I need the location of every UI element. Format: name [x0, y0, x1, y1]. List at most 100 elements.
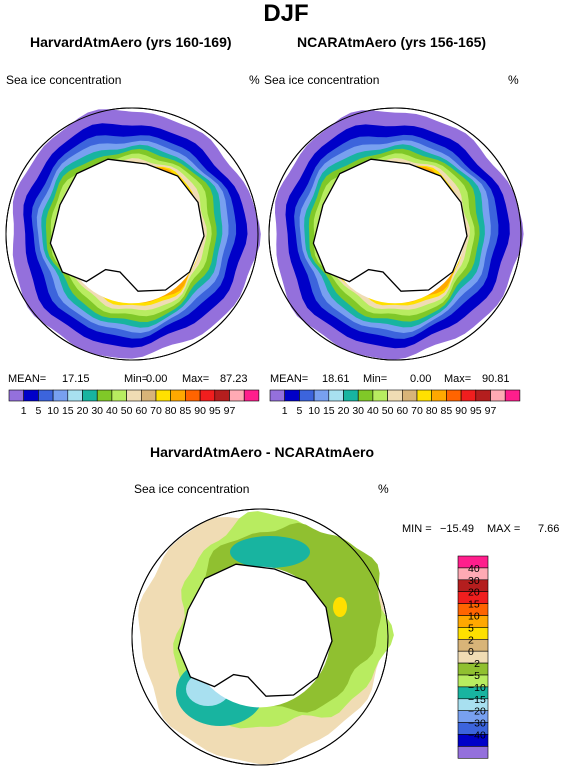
colorbar-cell-1-0 [269, 389, 285, 402]
colorbar-tick-label-1-5: 30 [352, 405, 364, 417]
colorbar-tick-label-1-12: 90 [455, 405, 467, 417]
colorbar-cell-0-3 [52, 389, 69, 402]
colorbar-cell-0-10 [155, 389, 171, 402]
colorbar-cell-1-12 [446, 389, 462, 402]
colorbar-tick-label-0-8: 60 [135, 405, 147, 417]
colorbar-cell-1-16 [504, 389, 521, 402]
left-panel-title: HarvardAtmAero (yrs 160-169) [30, 34, 232, 50]
colorbar-tick-label-1-7: 50 [382, 405, 394, 417]
colorbar-cell-0-16 [243, 389, 260, 402]
colorbar-cell-1-4 [328, 389, 344, 402]
right-antarctica [312, 158, 468, 292]
diff-colorbar-tick-label-3: 15 [468, 599, 480, 611]
diff-colorbar-tick-label-4: 10 [468, 611, 480, 623]
diff-colorbar-tick-label-11: −15 [468, 694, 486, 706]
right-mean-label: MEAN= [270, 373, 309, 385]
colorbar-cell-1-1 [284, 389, 300, 402]
diff-colorbar-tick-label-8: −2 [468, 658, 480, 670]
right-map-border [268, 107, 522, 361]
colorbar-cell-0-2 [38, 389, 54, 402]
diff-colorbar-tick-label-10: −10 [468, 682, 486, 694]
colorbar-tick-label-1-2: 10 [308, 405, 320, 417]
colorbar-cell-1-13 [460, 389, 477, 402]
left-min-value: 0.00 [146, 373, 168, 385]
colorbar-tick-label-0-7: 50 [121, 405, 133, 417]
colorbar-tick-label-1-1: 5 [296, 405, 302, 417]
colorbar-cell-1-11 [431, 389, 447, 402]
colorbar-tick-label-1-10: 80 [426, 405, 438, 417]
diff-colorbar-tick-label-12: −20 [468, 706, 486, 718]
diff-colorbar-tick-label-9: −5 [468, 670, 480, 682]
diff-panel-title: HarvardAtmAero - NCARAtmAero [150, 444, 375, 460]
colorbar-tick-label-1-11: 85 [441, 405, 453, 417]
diff-colorbar-tick-label-5: 5 [468, 622, 474, 634]
colorbar-tick-label-1-3: 15 [323, 405, 335, 417]
diff-field-units: % [378, 482, 389, 496]
right-mean-value: 18.61 [322, 373, 350, 385]
colorbar-tick-label-1-4: 20 [338, 405, 350, 417]
colorbar-cell-0-9 [141, 389, 157, 402]
colorbar-tick-label-0-14: 97 [224, 405, 236, 417]
left-min-label: Min= [124, 373, 149, 385]
diff-colorbar-tick-label-7: 0 [468, 646, 474, 658]
diff-antarctica [177, 563, 333, 697]
colorbar-cell-0-5 [82, 389, 98, 402]
colorbar-cell-0-6 [96, 389, 113, 402]
colorbar-cell-0-11 [170, 389, 186, 402]
right-field-units: % [508, 73, 519, 87]
colorbar-tick-label-0-4: 20 [77, 405, 89, 417]
diff-colorbar-tick-label-1: 30 [468, 575, 480, 587]
colorbar-cell-1-7 [372, 389, 388, 402]
diff-min-label: MIN = [402, 523, 432, 535]
colorbar-cell-1-6 [357, 389, 374, 402]
diff-field-yellow [333, 597, 347, 617]
diff-colorbar-tick-label-14: −40 [468, 730, 486, 742]
left-map-border [5, 107, 259, 361]
colorbar-cell-1-9 [401, 389, 418, 402]
diff-map-border [131, 508, 389, 766]
colorbar-tick-label-0-1: 5 [35, 405, 41, 417]
right-max-label: Max= [444, 373, 472, 385]
left-field-units: % [249, 73, 260, 87]
right-min-label: Min= [363, 373, 388, 385]
colorbar-cell-1-8 [387, 389, 403, 402]
left-max-label: Max= [182, 373, 210, 385]
diff-colorbar-cell-16 [457, 746, 489, 759]
diff-colorbar-tick-label-2: 20 [468, 587, 480, 599]
colorbar-tick-label-1-13: 95 [470, 405, 482, 417]
diff-max-label: MAX = [487, 523, 521, 535]
colorbar-tick-label-0-5: 30 [91, 405, 103, 417]
right-panel-title: NCARAtmAero (yrs 156-165) [297, 34, 487, 50]
left-antarctica [49, 158, 205, 292]
colorbar-cell-0-15 [229, 389, 245, 402]
colorbar-cell-1-5 [343, 389, 359, 402]
diff-field-teal-north [230, 536, 310, 568]
colorbar-cell-0-14 [214, 389, 230, 402]
left-max-value: 87.23 [220, 373, 248, 385]
colorbar-tick-label-0-3: 15 [62, 405, 74, 417]
colorbar-cell-1-3 [313, 389, 330, 402]
colorbar-tick-label-0-0: 1 [21, 405, 27, 417]
colorbar-tick-label-0-10: 80 [165, 405, 177, 417]
colorbar-tick-label-0-2: 10 [47, 405, 59, 417]
colorbar-tick-label-0-12: 90 [194, 405, 206, 417]
colorbar-cell-1-15 [490, 389, 506, 402]
diff-min-value: −15.49 [440, 523, 474, 535]
colorbar-cell-1-10 [416, 389, 432, 402]
colorbar-tick-label-1-8: 60 [396, 405, 408, 417]
colorbar-cell-0-13 [199, 389, 216, 402]
diff-colorbar-tick-label-6: 2 [468, 634, 474, 646]
colorbar-cell-0-7 [111, 389, 127, 402]
figure-title: DJF [263, 0, 309, 27]
right-field-name: Sea ice concentration [264, 73, 380, 87]
colorbar-tick-label-0-9: 70 [150, 405, 162, 417]
colorbar-cell-1-2 [299, 389, 315, 402]
diff-colorbar-tick-label-0: 40 [468, 563, 480, 575]
colorbar-tick-label-1-9: 70 [411, 405, 423, 417]
right-min-value: 0.00 [410, 373, 432, 385]
colorbar-cell-0-0 [8, 389, 24, 402]
colorbar-cell-0-1 [23, 389, 39, 402]
colorbar-tick-label-1-14: 97 [485, 405, 497, 417]
colorbar-tick-label-0-11: 85 [180, 405, 192, 417]
diff-colorbar-tick-label-13: −30 [468, 718, 486, 730]
